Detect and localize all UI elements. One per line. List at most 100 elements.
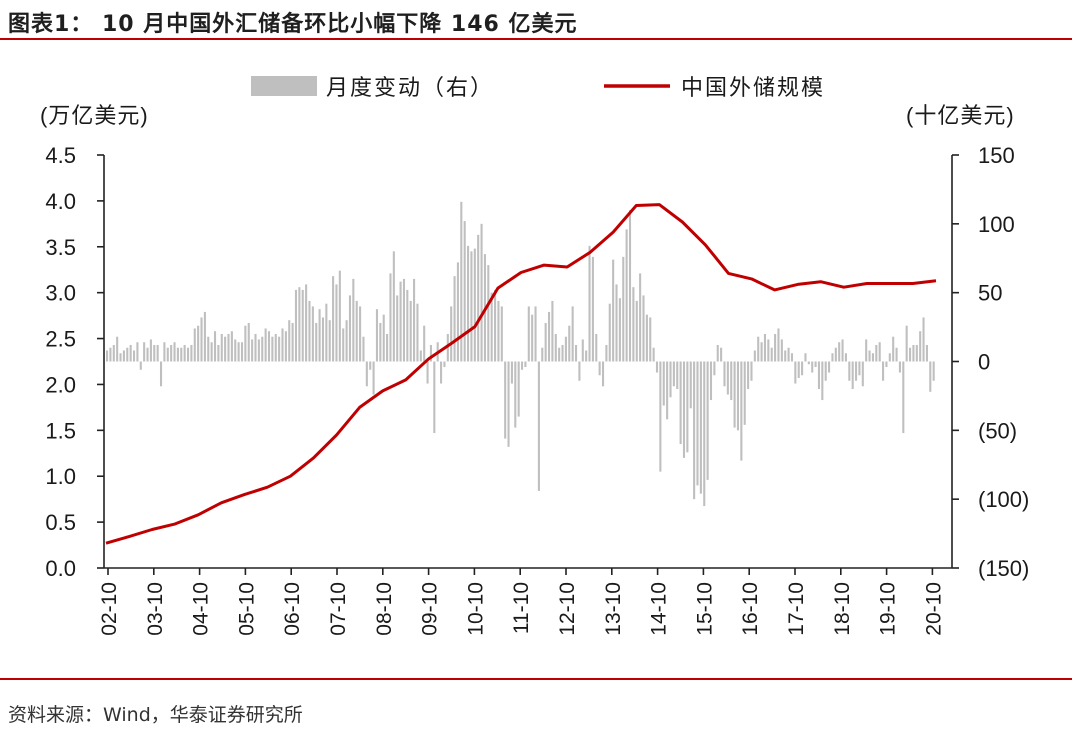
bar-monthly-change	[787, 347, 790, 362]
bar-monthly-change	[902, 361, 905, 434]
bar-monthly-change	[817, 361, 820, 390]
x-tick-label: 05-10	[235, 582, 258, 636]
bar-monthly-change	[251, 339, 254, 362]
bar-monthly-change	[527, 306, 530, 362]
bar-monthly-change	[821, 361, 824, 401]
x-tick-label: 08-10	[373, 582, 396, 636]
right-tick-label: (50)	[978, 418, 1017, 443]
bar-monthly-change	[915, 344, 918, 362]
bar-monthly-change	[784, 350, 787, 362]
legend-label-bar: 月度变动（右）	[326, 75, 494, 100]
bar-monthly-change	[467, 245, 470, 362]
axes: 0.0 0.5 1.0 1.5 2.0 2.5 3.0 3.5 4.0 4.5 (150) (100)…	[45, 143, 1029, 636]
bar-monthly-change	[176, 347, 179, 362]
x-tick-label: 15-10	[693, 582, 716, 636]
bar-monthly-change	[345, 320, 348, 362]
bar-monthly-change	[750, 361, 753, 381]
x-tick-label: 18-10	[831, 582, 854, 636]
bar-monthly-change	[848, 361, 851, 381]
bar-monthly-change	[844, 353, 847, 362]
x-tick-label: 20-10	[922, 582, 945, 636]
right-tick-label: 100	[978, 212, 1015, 237]
bar-monthly-change	[618, 298, 621, 362]
bar-monthly-change	[763, 333, 767, 362]
bar-monthly-change	[288, 320, 291, 362]
bar-monthly-change	[332, 276, 335, 362]
left-tick-label: 1.5	[45, 418, 76, 443]
bar-monthly-change	[200, 317, 203, 362]
left-tick-label: 0.0	[45, 556, 76, 581]
bar-monthly-change	[227, 333, 230, 362]
bar-monthly-change	[689, 361, 692, 409]
bar-monthly-change	[426, 361, 429, 384]
x-tick-label: 12-10	[556, 582, 579, 636]
bar-monthly-change	[666, 361, 669, 420]
bar-monthly-change	[163, 342, 166, 362]
bar-monthly-change	[669, 361, 672, 398]
bar-monthly-change	[814, 361, 817, 368]
bar-monthly-change	[682, 361, 686, 458]
bar-monthly-change	[487, 265, 490, 362]
bar-monthly-change	[112, 344, 115, 362]
bar-monthly-change	[129, 344, 132, 362]
bar-monthly-change	[379, 322, 382, 362]
left-tick-label: 2.0	[45, 372, 76, 397]
title-rule	[0, 38, 1072, 40]
bar-monthly-change	[608, 303, 611, 362]
bar-monthly-change	[797, 361, 800, 379]
left-tick-label: 3.5	[45, 235, 76, 260]
bar-monthly-change	[838, 342, 841, 362]
bar-monthly-change	[382, 314, 385, 362]
bar-monthly-change	[601, 361, 605, 387]
figure-title: 图表1： 10 月中国外汇储备环比小幅下降 146 亿美元	[8, 12, 578, 37]
bar-monthly-change	[308, 300, 311, 362]
bar-monthly-change	[244, 325, 247, 362]
axis-units: (万亿美元) (十亿美元)	[40, 103, 1014, 128]
left-tick-label: 1.0	[45, 464, 76, 489]
bar-monthly-change	[224, 336, 227, 362]
bar-monthly-change	[716, 344, 719, 362]
bar-monthly-change	[804, 353, 807, 362]
bar-monthly-change	[284, 331, 287, 362]
bar-monthly-change	[632, 287, 635, 362]
bar-monthly-change	[450, 306, 453, 362]
bar-monthly-change	[709, 361, 713, 401]
bar-monthly-change	[615, 284, 618, 362]
bar-monthly-change	[622, 256, 625, 362]
bar-monthly-change	[193, 328, 196, 362]
bar-monthly-change	[173, 342, 176, 362]
bar-monthly-change	[672, 361, 675, 387]
bar-monthly-change	[497, 300, 500, 362]
x-tick-label: 17-10	[785, 582, 808, 636]
bar-monthly-change	[828, 361, 831, 373]
bar-monthly-change	[392, 251, 395, 362]
bar-monthly-change	[315, 322, 318, 362]
x-tick-label: 03-10	[144, 582, 167, 636]
bar-monthly-change	[865, 339, 868, 362]
bar-monthly-change	[882, 361, 885, 381]
bar-monthly-change	[909, 347, 912, 362]
bar-monthly-change	[433, 361, 436, 434]
bar-monthly-change	[406, 289, 409, 362]
bar-monthly-change	[301, 289, 304, 362]
bar-monthly-change	[305, 284, 308, 362]
bar-monthly-change	[932, 361, 935, 381]
bar-monthly-change	[197, 325, 200, 362]
bar-monthly-change	[190, 344, 193, 362]
bar-monthly-change	[571, 306, 574, 362]
bar-monthly-change	[369, 361, 372, 370]
bar-monthly-change	[143, 342, 146, 362]
bar-monthly-change	[743, 361, 746, 425]
bar-monthly-change	[261, 336, 264, 362]
bar-monthly-change	[574, 344, 578, 362]
bar-monthly-change	[696, 361, 699, 486]
bar-monthly-change	[139, 361, 142, 370]
bar-monthly-change	[612, 259, 615, 362]
x-tick-label: 06-10	[281, 582, 304, 636]
x-tick-label: 16-10	[739, 582, 762, 636]
bar-monthly-change	[554, 333, 557, 362]
legend-swatch-bar	[251, 76, 317, 96]
bar-series	[106, 201, 935, 507]
source-rule	[0, 678, 1072, 680]
source-note: 资料来源：Wind，华泰证券研究所	[8, 704, 303, 726]
